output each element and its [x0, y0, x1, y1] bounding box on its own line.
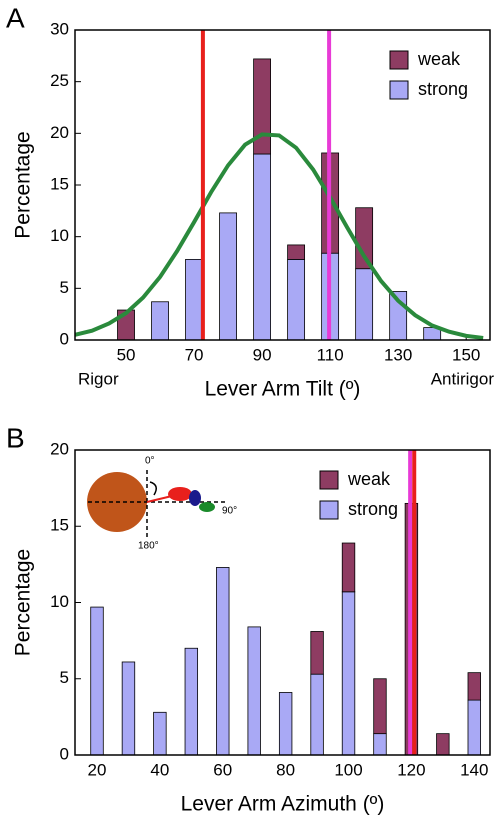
- legend-swatch: [389, 80, 409, 100]
- inset-label: 90°: [222, 506, 237, 517]
- y-tick-label: 10: [50, 592, 69, 611]
- legend-swatch: [319, 470, 339, 490]
- x-tick-label: 90: [253, 345, 272, 364]
- x-tick-label: 70: [185, 345, 204, 364]
- bar-segment: [287, 258, 306, 341]
- inset-arrow: [149, 481, 157, 496]
- plot-frame: [74, 449, 491, 756]
- legend-label: weak: [417, 49, 461, 69]
- y-tick-label: 0: [60, 329, 69, 348]
- inset-domain: [168, 487, 192, 501]
- bar-segment: [373, 733, 387, 756]
- bar-segment: [310, 673, 324, 756]
- y-tick-label: 20: [50, 123, 69, 142]
- x-tick-label: 80: [276, 760, 295, 779]
- bar-segment: [341, 591, 356, 756]
- bar-segment: [151, 301, 169, 341]
- annotation: Antirigor: [431, 369, 495, 388]
- x-axis-label: Lever Arm Tilt (º): [205, 378, 361, 401]
- inset-domain: [189, 490, 201, 506]
- bar-segment: [278, 692, 293, 756]
- x-tick-label: 110: [317, 345, 344, 364]
- y-tick-label: 25: [50, 71, 69, 90]
- bar-segment: [153, 711, 167, 756]
- y-tick-label: 15: [50, 516, 69, 535]
- x-tick-label: 130: [384, 345, 412, 364]
- legend-swatch: [319, 500, 339, 520]
- x-tick-label: 100: [334, 760, 362, 779]
- y-axis-label: Percentage: [12, 549, 35, 656]
- x-tick-label: 150: [452, 345, 480, 364]
- x-tick-label: 120: [397, 760, 425, 779]
- y-tick-label: 20: [50, 439, 69, 458]
- y-tick-label: 5: [60, 668, 69, 687]
- plot-frame: [74, 29, 491, 341]
- bar-segment: [253, 58, 271, 155]
- y-tick-label: 30: [50, 19, 69, 38]
- legend-swatch: [389, 50, 409, 70]
- y-tick-label: 10: [50, 226, 69, 245]
- legend-label: strong: [348, 499, 398, 519]
- bar-segment: [467, 699, 481, 756]
- x-tick-label: 50: [117, 345, 136, 364]
- x-tick-label: 20: [88, 760, 107, 779]
- bar-segment: [216, 567, 230, 756]
- legend-label: weak: [347, 469, 391, 489]
- bar-segment: [341, 542, 356, 593]
- x-tick-label: 60: [213, 760, 232, 779]
- panel-label: A: [6, 2, 25, 33]
- inset-diagram: [87, 470, 225, 540]
- bar-segment: [436, 733, 450, 756]
- bar-segment: [90, 606, 104, 756]
- y-tick-label: 5: [60, 278, 69, 297]
- fit-curve: [74, 132, 484, 340]
- annotation: Rigor: [78, 369, 119, 388]
- bar-segment: [219, 212, 237, 341]
- inset-domain: [199, 502, 215, 512]
- inset-lever: [146, 495, 173, 503]
- bar-segment: [467, 672, 481, 701]
- bar-segment: [373, 678, 387, 735]
- bar-segment: [185, 258, 203, 341]
- bar-segment: [310, 631, 324, 675]
- bar-segment: [184, 647, 199, 756]
- bar-segment: [121, 661, 136, 756]
- inset-label: 180°: [138, 541, 159, 552]
- panel-label: B: [6, 422, 25, 453]
- x-axis-label: Lever Arm Azimuth (º): [181, 793, 385, 816]
- y-tick-label: 0: [60, 744, 69, 763]
- bar-segment: [247, 626, 261, 756]
- y-axis-label: Percentage: [12, 131, 35, 238]
- inset-label: 0°: [145, 456, 155, 467]
- x-tick-label: 40: [150, 760, 169, 779]
- y-tick-label: 15: [50, 174, 69, 193]
- bar-segment: [253, 153, 271, 341]
- bar-segment: [287, 244, 306, 260]
- legend-label: strong: [418, 79, 468, 99]
- bar-segment: [355, 268, 374, 341]
- x-tick-label: 140: [460, 760, 488, 779]
